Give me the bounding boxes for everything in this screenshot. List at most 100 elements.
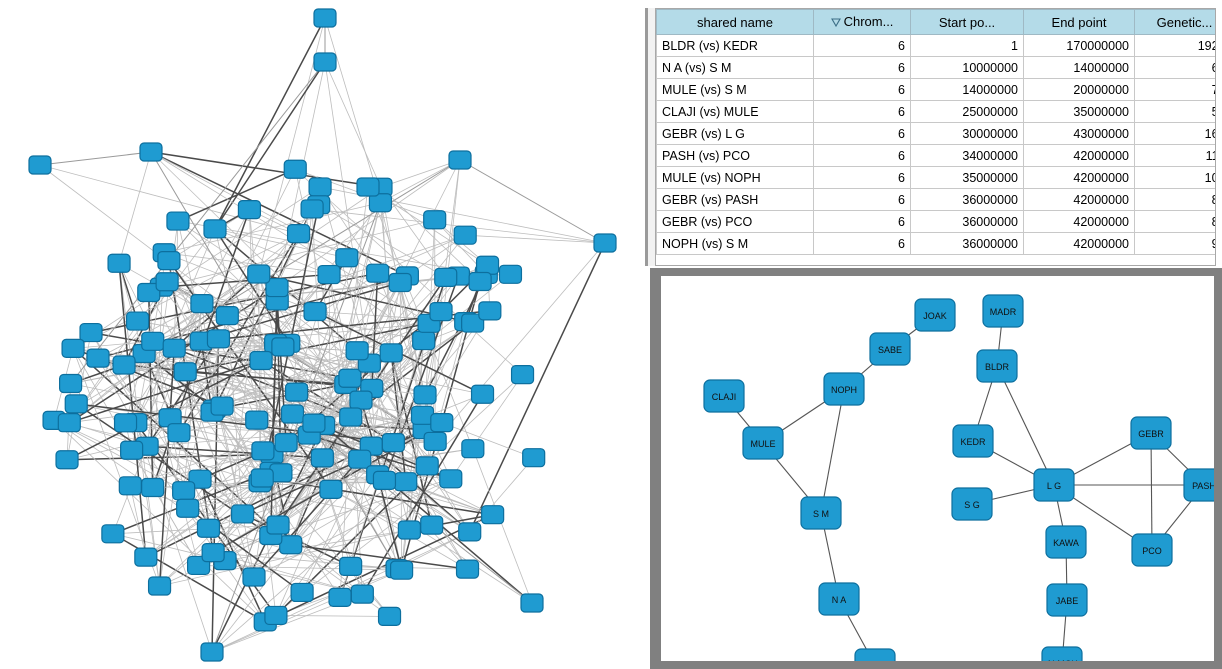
subnetwork-node[interactable]: JABE [1046, 583, 1088, 617]
overview-node[interactable] [162, 338, 186, 358]
subnetwork-edge[interactable] [1150, 432, 1153, 551]
overview-node[interactable] [397, 520, 421, 540]
overview-node[interactable] [345, 341, 369, 361]
overview-edge[interactable] [150, 151, 398, 569]
overview-edge[interactable] [270, 282, 401, 536]
overview-node[interactable] [230, 504, 255, 524]
overview-node[interactable] [423, 210, 447, 230]
overview-edge[interactable] [469, 242, 606, 533]
overview-node[interactable] [274, 433, 298, 453]
overview-node[interactable] [166, 211, 190, 231]
subnetwork-node[interactable]: KEDR [952, 424, 994, 458]
overview-node[interactable] [308, 177, 332, 197]
overview-edge[interactable] [253, 478, 451, 578]
node-shape[interactable] [854, 648, 896, 661]
overview-edge[interactable] [214, 228, 330, 275]
overview-edge[interactable] [53, 420, 266, 623]
overview-edge[interactable] [226, 315, 243, 514]
overview-node[interactable] [372, 470, 397, 491]
overview-node[interactable] [394, 472, 418, 492]
overview-edge[interactable] [211, 338, 220, 653]
overview-node[interactable] [510, 365, 535, 385]
node-shape[interactable] [1130, 416, 1172, 450]
overview-node[interactable] [245, 410, 269, 430]
overview-edge[interactable] [70, 343, 276, 384]
node-shape[interactable] [1033, 468, 1075, 502]
overview-node[interactable] [247, 264, 271, 284]
overview-node[interactable] [310, 448, 334, 468]
node-shape[interactable] [1131, 533, 1173, 567]
subnetwork-node[interactable]: PASH [1183, 468, 1214, 502]
table-row[interactable]: MULE (vs) S M614000000200000007.5 [656, 78, 1215, 101]
overview-node[interactable] [265, 277, 289, 298]
overview-edge[interactable] [323, 202, 381, 426]
node-shape[interactable] [869, 332, 911, 366]
overview-edge[interactable] [118, 151, 152, 264]
subnetwork-node[interactable]: BLDR [976, 349, 1018, 383]
overview-node[interactable] [350, 584, 374, 604]
overview-node[interactable] [147, 576, 172, 596]
overview-edge[interactable] [377, 234, 466, 274]
overview-edge[interactable] [214, 17, 326, 230]
subnetwork-node[interactable]: JOAK [914, 298, 956, 332]
node-shape[interactable] [914, 298, 956, 332]
overview-edge[interactable] [324, 61, 382, 188]
overview-node[interactable] [468, 271, 492, 292]
overview-network-canvas[interactable] [0, 0, 645, 669]
overview-edge[interactable] [177, 220, 362, 401]
overview-edge[interactable] [370, 445, 471, 533]
overview-node[interactable] [64, 394, 88, 414]
overview-node[interactable] [377, 606, 402, 627]
overview-node[interactable] [415, 456, 439, 476]
overview-node[interactable] [300, 199, 324, 219]
overview-node[interactable] [28, 155, 52, 175]
overview-edge[interactable] [135, 422, 273, 455]
overview-node[interactable] [413, 385, 437, 405]
overview-node[interactable] [339, 407, 363, 427]
overview-edge[interactable] [401, 415, 423, 571]
subnetwork-node[interactable]: L G [1033, 468, 1075, 502]
node-shape[interactable] [818, 582, 860, 616]
overview-edge[interactable] [184, 371, 332, 490]
overview-edge[interactable] [211, 411, 390, 617]
node-shape[interactable] [742, 426, 784, 460]
table-row[interactable]: N A (vs) S M610000000140000006.6 [656, 56, 1215, 79]
overview-edge[interactable] [39, 164, 299, 235]
overview-edge[interactable] [177, 220, 487, 275]
overview-node[interactable] [366, 263, 390, 283]
subnetwork-node[interactable]: S G [951, 487, 993, 521]
subnetwork-node[interactable]: MIWE [854, 648, 896, 661]
subnetwork-edge[interactable] [820, 388, 845, 514]
overview-edge[interactable] [249, 209, 258, 421]
overview-node[interactable] [61, 338, 85, 358]
overview-node[interactable] [302, 413, 326, 433]
subnetwork-node[interactable]: MADR [982, 294, 1024, 328]
overview-edge[interactable] [72, 233, 299, 349]
overview-edge[interactable] [125, 422, 266, 623]
overview-edge[interactable] [118, 263, 139, 322]
overview-edge[interactable] [70, 61, 326, 384]
node-shape[interactable] [1045, 525, 1087, 559]
overview-edge[interactable] [218, 338, 483, 395]
overview-node[interactable] [461, 313, 485, 333]
overview-node[interactable] [120, 440, 144, 460]
node-shape[interactable] [823, 372, 865, 406]
overview-node[interactable] [250, 468, 274, 488]
overview-node[interactable] [118, 476, 142, 496]
overview-node[interactable] [356, 177, 380, 197]
overview-node[interactable] [478, 301, 502, 321]
overview-node[interactable] [475, 255, 500, 275]
overview-edge[interactable] [218, 338, 258, 421]
overview-node[interactable] [271, 337, 295, 357]
overview-edge[interactable] [211, 202, 381, 653]
table-row[interactable]: NOPH (vs) S M636000000420000009.9 [656, 232, 1215, 255]
overview-node[interactable] [86, 348, 110, 368]
overview-node[interactable] [79, 322, 103, 343]
overview-node[interactable] [155, 272, 179, 292]
overview-edge[interactable] [339, 323, 430, 598]
overview-edge[interactable] [72, 347, 292, 546]
overview-edge[interactable] [72, 348, 160, 587]
node-shape[interactable] [951, 487, 993, 521]
overview-node[interactable] [317, 264, 341, 285]
